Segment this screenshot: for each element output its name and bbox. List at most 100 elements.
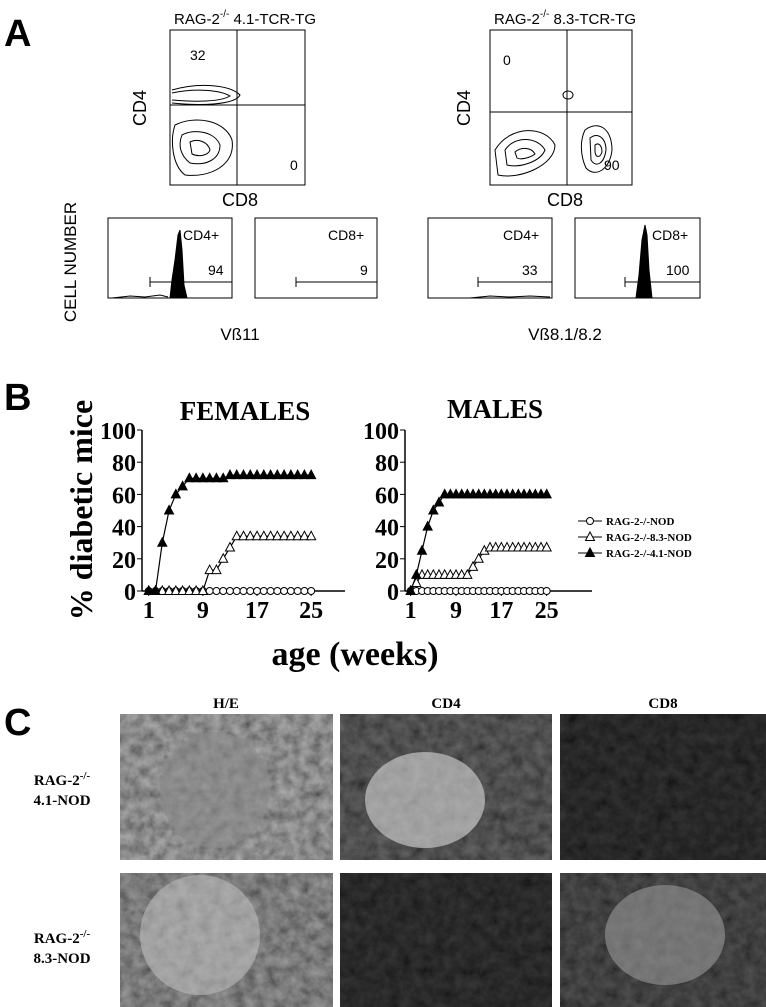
data-point bbox=[163, 504, 175, 515]
hist-value: 9 bbox=[360, 262, 368, 278]
y-tick-label: 60 bbox=[112, 483, 136, 509]
data-point bbox=[184, 472, 195, 483]
data-point bbox=[299, 530, 310, 541]
micrograph bbox=[340, 873, 552, 1007]
data-point bbox=[238, 469, 249, 480]
x-tick-label: 9 bbox=[197, 598, 209, 624]
chart-title: FEMALES bbox=[180, 396, 311, 426]
x-tick-label: 17 bbox=[245, 598, 269, 624]
row-label: 8.3-NOD bbox=[33, 951, 90, 967]
micrographs bbox=[120, 714, 766, 1007]
panel-label: A bbox=[4, 13, 31, 55]
data-point bbox=[273, 587, 282, 595]
hist-value: 94 bbox=[208, 262, 224, 278]
data-point bbox=[278, 469, 290, 480]
hist-value: 100 bbox=[666, 262, 690, 278]
plot-title: RAG-2-/- 4.1-TCR-TG bbox=[174, 9, 316, 28]
contour-plot bbox=[169, 29, 633, 186]
data-point bbox=[305, 469, 317, 480]
column-header: CD8 bbox=[648, 696, 677, 712]
legend-label: RAG-2-/-NOD bbox=[606, 516, 674, 528]
data-point bbox=[542, 587, 551, 595]
data-point bbox=[416, 544, 428, 555]
data-point bbox=[170, 488, 182, 499]
y-tick-label: 40 bbox=[112, 516, 136, 542]
data-point bbox=[211, 472, 222, 483]
y-tick-label: 20 bbox=[112, 548, 136, 574]
islet bbox=[605, 885, 725, 985]
data-point bbox=[231, 469, 243, 480]
y-tick-label: 100 bbox=[363, 419, 399, 445]
data-point bbox=[259, 587, 268, 595]
data-point bbox=[225, 587, 234, 595]
data-point bbox=[150, 584, 161, 595]
data-point bbox=[462, 568, 473, 579]
data-point bbox=[163, 584, 175, 595]
panel-label: C bbox=[4, 702, 31, 744]
data-point bbox=[211, 564, 222, 575]
data-point bbox=[204, 472, 215, 483]
histogram bbox=[107, 217, 701, 299]
data-point bbox=[307, 587, 316, 595]
data-point bbox=[473, 552, 484, 563]
data-point bbox=[232, 587, 241, 595]
data-point bbox=[266, 587, 275, 595]
axis-label: % diabetic mice bbox=[63, 400, 99, 620]
data-point bbox=[305, 530, 317, 541]
y-tick-label: 60 bbox=[375, 483, 399, 509]
data-point bbox=[156, 536, 168, 547]
data-point bbox=[212, 587, 221, 595]
data-point bbox=[272, 530, 283, 541]
data-point bbox=[246, 587, 255, 595]
quadrant-value: 90 bbox=[604, 157, 620, 173]
data-point bbox=[197, 472, 209, 483]
data-point bbox=[285, 530, 297, 541]
quadrant-value: 32 bbox=[190, 47, 206, 63]
data-point bbox=[239, 587, 248, 595]
data-point bbox=[265, 530, 276, 541]
axis-label: CELL NUMBER bbox=[61, 202, 80, 322]
axis-label: CD8 bbox=[547, 190, 583, 210]
data-point bbox=[204, 564, 215, 575]
islet bbox=[365, 752, 485, 848]
legend-marker bbox=[584, 546, 596, 557]
axis-label: Vß8.1/8.2 bbox=[528, 325, 602, 344]
y-tick-label: 80 bbox=[375, 451, 399, 477]
data-point bbox=[286, 587, 295, 595]
data-point bbox=[190, 472, 202, 483]
data-point bbox=[253, 587, 262, 595]
axis-label: age (weeks) bbox=[271, 636, 438, 673]
row-label: RAG-2-/- bbox=[34, 928, 91, 947]
column-header: H/E bbox=[213, 696, 239, 712]
data-point bbox=[177, 480, 188, 491]
data-point bbox=[217, 552, 229, 563]
y-tick-label: 40 bbox=[375, 516, 399, 542]
y-tick-label: 0 bbox=[387, 580, 399, 606]
x-tick-label: 1 bbox=[143, 598, 155, 624]
data-point bbox=[293, 587, 302, 595]
data-point bbox=[428, 504, 439, 515]
data-point bbox=[278, 530, 290, 541]
panel-label: B bbox=[4, 377, 31, 419]
data-point bbox=[422, 520, 433, 531]
x-tick-label: 25 bbox=[535, 598, 559, 624]
y-tick-label: 20 bbox=[375, 548, 399, 574]
legend-label: RAG-2-/-8.3-NOD bbox=[606, 532, 692, 544]
x-tick-label: 17 bbox=[489, 598, 513, 624]
axis-label: CD4 bbox=[454, 90, 474, 126]
hist-label: CD8+ bbox=[652, 227, 688, 243]
data-point bbox=[258, 469, 270, 480]
micrograph bbox=[560, 714, 766, 860]
legend-marker bbox=[586, 517, 594, 525]
data-point bbox=[224, 541, 236, 552]
hist-label: CD4+ bbox=[503, 227, 539, 243]
charts: FEMALES 0 20 40 60 80 100 1 9 17 25 MALES 0 20 40 60 80 1… bbox=[100, 394, 692, 624]
hist-label: CD8+ bbox=[328, 227, 364, 243]
islet bbox=[140, 875, 260, 995]
axis-label: Vß11 bbox=[220, 325, 259, 344]
data-point bbox=[467, 560, 479, 571]
hist-value: 33 bbox=[522, 262, 538, 278]
legend-label: RAG-2-/-4.1-NOD bbox=[606, 548, 692, 560]
data-point bbox=[224, 469, 236, 480]
